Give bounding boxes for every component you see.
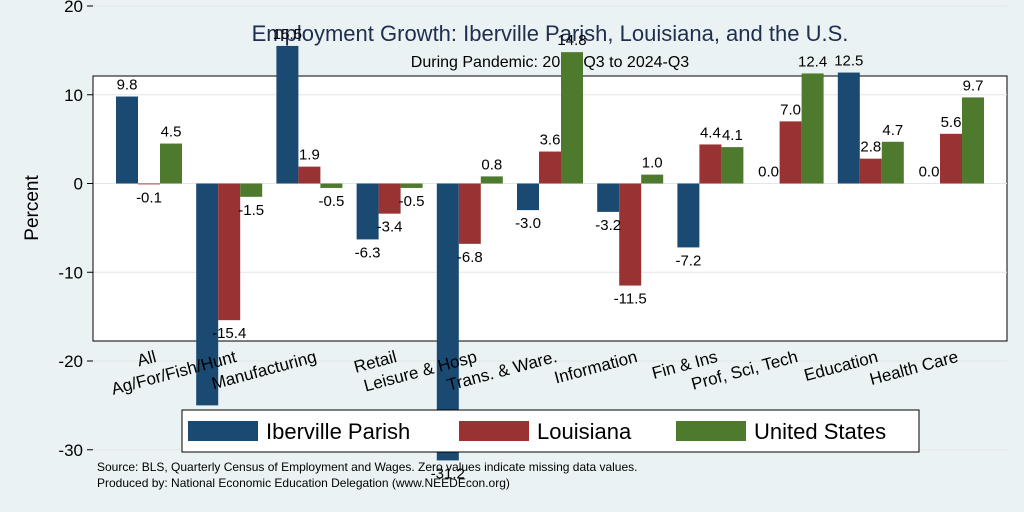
bar-iberville-parish (597, 183, 620, 212)
data-label: 1.0 (642, 155, 663, 172)
bar-iberville-parish (677, 183, 700, 248)
produced-by-note: Produced by: National Economic Education… (97, 476, 510, 490)
bar-iberville-parish (517, 183, 539, 211)
legend-swatch-louisiana (459, 421, 529, 441)
bar-united-states (801, 73, 824, 184)
bar-louisiana (218, 183, 241, 321)
bar-united-states (160, 143, 182, 184)
bars (116, 45, 984, 461)
data-label: 12.4 (798, 53, 827, 70)
data-label: 0.8 (481, 156, 502, 173)
y-tick-label: -20 (58, 352, 83, 371)
data-label: -1.5 (238, 202, 264, 219)
bar-louisiana (378, 183, 401, 214)
data-label: -31.2 (431, 465, 465, 482)
legend-swatch-united-states (676, 421, 746, 441)
data-labels: 9.8-0.14.5-25.0-15.4-1.515.51.9-0.5-6.3-… (117, 26, 984, 482)
data-label: 4.1 (722, 127, 743, 144)
data-label: -3.4 (377, 219, 403, 236)
data-label: 9.7 (963, 77, 984, 94)
data-label: 14.8 (557, 32, 586, 49)
data-label: -3.0 (515, 215, 541, 232)
legend-label: United States (754, 419, 886, 444)
data-label: 5.6 (941, 114, 962, 131)
bar-united-states (400, 183, 423, 188)
data-label: -6.3 (355, 244, 381, 261)
data-label: 1.9 (299, 147, 320, 164)
bar-louisiana (138, 183, 160, 185)
data-label: 0.0 (758, 164, 779, 181)
bar-louisiana (539, 151, 561, 184)
data-label: 9.8 (117, 77, 138, 94)
y-tick-label: -10 (58, 263, 83, 282)
data-label: -0.5 (399, 193, 425, 210)
legend-items: Iberville Parish Louisiana United States (188, 419, 886, 444)
data-label: 0.0 (919, 164, 940, 181)
bar-louisiana (859, 158, 882, 184)
data-label: 7.0 (780, 101, 801, 118)
data-label: -11.5 (614, 291, 647, 308)
y-tick-label: -30 (58, 441, 83, 460)
y-axis: 20 10 0 -10 -20 -30 (58, 0, 93, 460)
bar-iberville-parish (196, 183, 219, 406)
data-label: -6.8 (457, 249, 483, 266)
bar-united-states (641, 174, 664, 184)
bar-louisiana (779, 121, 802, 184)
bar-iberville-parish (356, 183, 379, 240)
data-label: -0.5 (318, 193, 344, 210)
bar-iberville-parish (436, 183, 459, 461)
bar-united-states (320, 183, 343, 188)
data-label: 15.5 (273, 26, 302, 43)
legend: Iberville Parish Louisiana United States (181, 409, 920, 453)
x-category-label: All (135, 347, 158, 370)
data-label: -7.2 (675, 252, 701, 269)
bar-louisiana (619, 183, 642, 286)
data-label: 12.5 (834, 53, 863, 70)
y-tick-label: 0 (74, 175, 83, 194)
bar-iberville-parish (276, 45, 299, 184)
y-axis-title: Percent (22, 175, 43, 241)
data-label: -0.1 (136, 189, 162, 206)
y-tick-label: 20 (64, 0, 83, 16)
bar-united-states (561, 52, 583, 184)
data-label: 4.5 (161, 124, 182, 141)
bar-louisiana (940, 133, 962, 184)
data-label: 4.4 (700, 124, 721, 141)
legend-box (181, 409, 920, 453)
bar-united-states (881, 141, 904, 184)
bar-united-states (721, 147, 744, 184)
legend-swatch-iberville-parish (188, 421, 258, 441)
data-label: 4.7 (882, 122, 903, 139)
bar-united-states (240, 183, 263, 197)
source-note: Source: BLS, Quarterly Census of Employm… (97, 460, 637, 474)
data-label: -15.4 (212, 325, 246, 342)
legend-label: Louisiana (537, 419, 632, 444)
data-label: -3.2 (595, 217, 621, 234)
y-tick-label: 10 (64, 86, 83, 105)
bar-louisiana (458, 183, 481, 244)
bar-louisiana (298, 166, 321, 184)
data-label: 3.6 (540, 132, 561, 149)
bar-iberville-parish (116, 96, 138, 184)
chart-title: Employment Growth: Iberville Parish, Lou… (252, 21, 849, 46)
legend-label: Iberville Parish (266, 419, 410, 444)
bar-iberville-parish (837, 72, 860, 184)
bar-united-states (480, 176, 503, 184)
bar-louisiana (699, 144, 722, 184)
data-label: 2.8 (860, 139, 881, 156)
chart-subtitle: During Pandemic: 2019-Q3 to 2024-Q3 (411, 54, 689, 71)
bar-united-states (962, 97, 984, 184)
